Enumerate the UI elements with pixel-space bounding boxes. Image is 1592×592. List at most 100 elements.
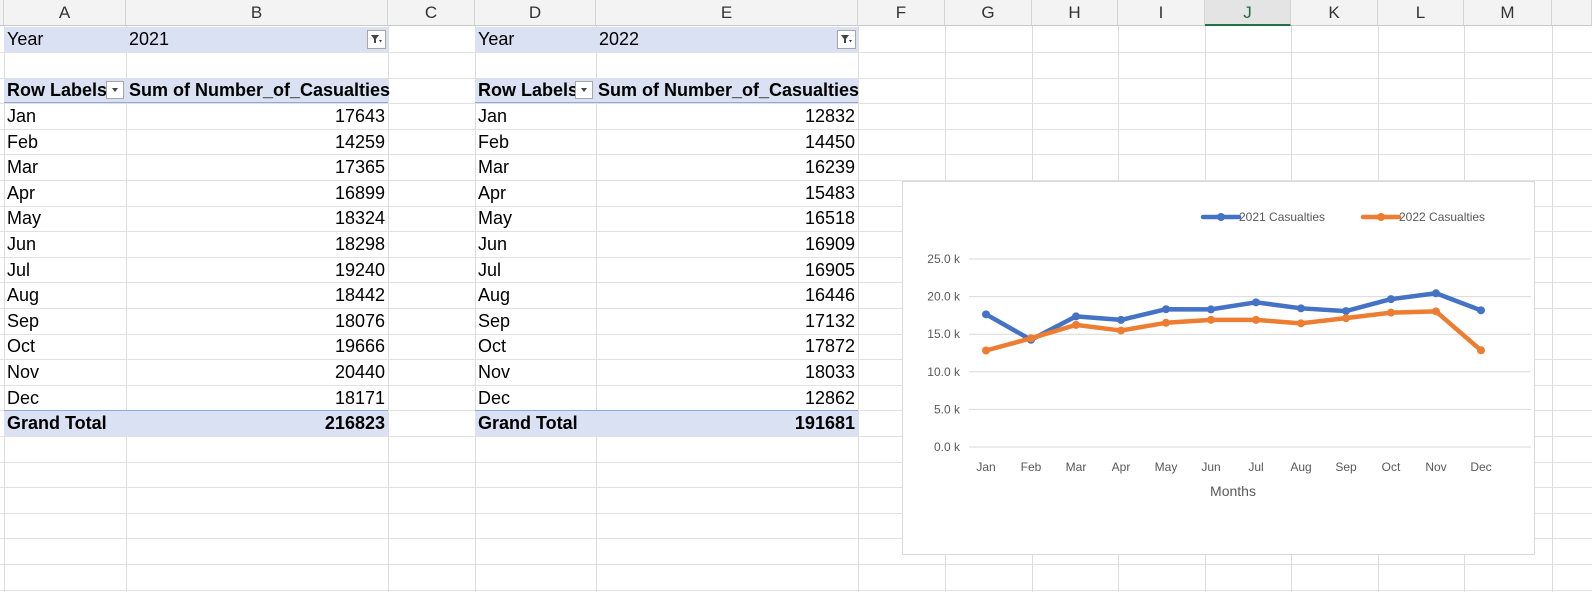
row-value: 16909 <box>804 234 855 254</box>
row-labels-header: Row Labels <box>478 80 579 100</box>
column-header-l[interactable]: L <box>1378 0 1464 26</box>
row-label: Sep <box>478 310 511 331</box>
filter-label: Year <box>478 29 515 49</box>
row-value: 12862 <box>804 387 855 408</box>
row-value: 12832 <box>804 106 855 126</box>
column-gridline <box>858 26 859 592</box>
data-point <box>1252 315 1260 324</box>
row-label: Aug <box>7 285 40 306</box>
row-value: 19666 <box>334 336 385 357</box>
row-label: Dec <box>7 387 40 408</box>
header-row-band <box>4 78 388 103</box>
row-label: Nov <box>7 362 40 382</box>
data-point <box>1072 320 1080 329</box>
row-gridline <box>0 103 1592 104</box>
row-value: 17872 <box>804 336 855 357</box>
column-header-m[interactable]: M <box>1464 0 1552 26</box>
column-header-a[interactable]: A <box>4 0 126 26</box>
row-gridline <box>0 129 1592 130</box>
row-gridline <box>0 359 1592 360</box>
x-tick-label: Jul <box>1248 460 1263 474</box>
filter-dropdown-button[interactable] <box>367 30 386 49</box>
data-point <box>1252 298 1260 307</box>
row-label: Jan <box>7 106 37 126</box>
column-header-b[interactable]: B <box>126 0 388 26</box>
row-label: Aug <box>478 285 511 306</box>
data-point <box>1297 319 1305 328</box>
chevron-down-icon <box>112 88 118 92</box>
casualties-line-chart[interactable]: 0.0 k 5.0 k 10.0 k 15.0 k 20.0 k 25.0 k Jan Feb… <box>902 181 1535 555</box>
filter-funnel-icon <box>371 35 382 43</box>
row-gridline <box>0 282 1592 283</box>
legend-swatch-marker <box>1217 213 1225 221</box>
row-label: Mar <box>478 157 509 178</box>
row-gridline <box>0 462 1592 463</box>
filter-row-band <box>475 27 858 52</box>
row-gridline <box>0 564 1592 565</box>
column-header-g[interactable]: G <box>945 0 1032 26</box>
row-value: 16446 <box>804 285 855 306</box>
column-header-c[interactable]: C <box>388 0 475 26</box>
column-header-e[interactable]: E <box>596 0 858 26</box>
series-line-2 <box>983 309 1484 353</box>
column-header-i[interactable]: I <box>1118 0 1205 26</box>
data-point <box>1117 326 1125 335</box>
row-value: 18171 <box>334 387 385 408</box>
column-header-f[interactable]: F <box>858 0 945 26</box>
data-point <box>1432 307 1440 316</box>
row-value: 18442 <box>334 285 385 306</box>
x-tick-label: Mar <box>1066 460 1087 474</box>
select-all-corner[interactable] <box>0 0 4 26</box>
row-gridline <box>0 206 1592 207</box>
x-tick-label: Oct <box>1382 460 1401 474</box>
row-gridline <box>0 513 1592 514</box>
row-labels-header: Row Labels <box>7 80 108 100</box>
total-topline <box>4 410 388 411</box>
filter-value[interactable]: 2021 <box>129 29 170 49</box>
data-point <box>1342 307 1350 316</box>
column-header-j[interactable]: J <box>1205 0 1291 26</box>
row-label: Jul <box>478 259 502 280</box>
row-labels-dropdown-button[interactable] <box>106 81 124 99</box>
data-point <box>1342 314 1350 323</box>
row-labels-dropdown-button[interactable] <box>575 81 593 99</box>
data-point <box>1207 305 1215 314</box>
row-value: 14259 <box>334 131 385 152</box>
legend-entry: 2021 Casualties <box>1239 210 1325 224</box>
grand-total-label: Grand Total <box>478 413 578 433</box>
row-label: Jul <box>7 259 31 280</box>
row-value: 20440 <box>334 362 385 382</box>
column-gridline <box>388 26 389 592</box>
row-value: 18076 <box>334 310 385 331</box>
legend-entry: 2022 Casualties <box>1399 210 1485 224</box>
grand-total-value: 216823 <box>324 413 385 433</box>
y-tick-label: 15.0 k <box>927 327 961 341</box>
row-value: 18033 <box>804 362 855 382</box>
column-header-k[interactable]: K <box>1291 0 1378 26</box>
column-header-h[interactable]: H <box>1032 0 1118 26</box>
total-row-band <box>4 411 388 436</box>
row-value: 16899 <box>334 182 385 203</box>
filter-dropdown-button[interactable] <box>837 30 856 49</box>
filter-funnel-icon <box>841 35 852 43</box>
value-header: Sum of Number_of_Casualties <box>129 80 391 100</box>
column-header-d[interactable]: D <box>475 0 596 26</box>
row-value: 17132 <box>804 310 855 331</box>
row-gridline <box>0 154 1592 155</box>
row-value: 17643 <box>334 106 385 126</box>
row-label: Apr <box>478 182 507 203</box>
row-label: Sep <box>7 310 40 331</box>
row-label: May <box>478 208 513 229</box>
grand-total-value: 191681 <box>794 413 855 433</box>
column-gridline <box>4 26 5 592</box>
x-tick-label: Aug <box>1290 460 1311 474</box>
row-value: 17365 <box>334 157 385 178</box>
x-tick-label: Dec <box>1470 460 1491 474</box>
row-gridline <box>0 308 1592 309</box>
row-label: Jan <box>478 106 508 126</box>
filter-value[interactable]: 2022 <box>599 29 640 49</box>
column-header-overflow[interactable] <box>1552 0 1592 26</box>
data-point <box>1162 318 1170 327</box>
data-point <box>1027 334 1035 343</box>
